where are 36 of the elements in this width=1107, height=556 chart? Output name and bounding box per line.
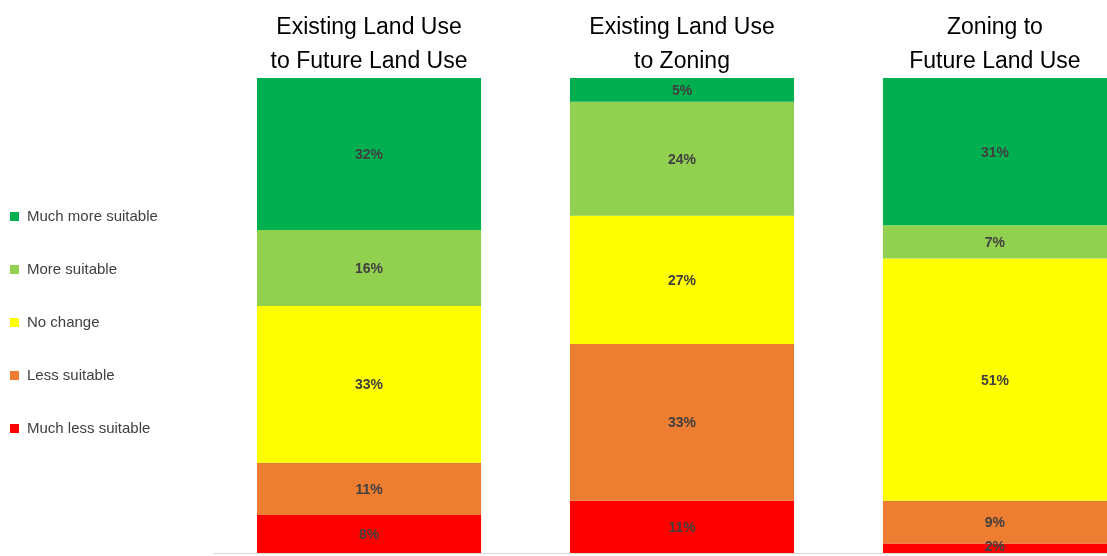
- data-label: 24%: [667, 150, 697, 167]
- bar: [882, 78, 1107, 226]
- bar: [257, 230, 482, 306]
- data-label: 33%: [355, 376, 384, 393]
- bar: [882, 225, 1107, 259]
- bar: [569, 101, 795, 216]
- legend-label: Much less suitable: [27, 419, 151, 436]
- data-label: 8%: [358, 526, 380, 542]
- data-label: 16%: [355, 260, 384, 276]
- bar: [257, 515, 482, 553]
- data-label: 11%: [355, 480, 384, 497]
- legend-label: Much more suitable: [27, 207, 158, 224]
- data-label: 9%: [984, 514, 1006, 531]
- legend-label: No change: [27, 313, 100, 330]
- bar: [569, 78, 795, 102]
- x-tick-label: Existing Land Use to Zoning: [589, 13, 775, 73]
- data-label: 11%: [668, 518, 697, 535]
- data-label: 51%: [980, 371, 1010, 388]
- x-tick-label: Zoning to Future Land Use: [909, 13, 1081, 73]
- data-label: 32%: [355, 146, 384, 162]
- bar: [569, 215, 795, 344]
- legend-label: More suitable: [27, 260, 118, 277]
- data-label: 33%: [667, 414, 697, 431]
- bar: [257, 78, 482, 230]
- data-label: 7%: [984, 233, 1006, 250]
- bar: [257, 306, 482, 463]
- x-tick-label: Existing Land Use to Future Land Use: [270, 13, 468, 73]
- data-label: 27%: [667, 271, 697, 288]
- legend-label: Less suitable: [27, 366, 115, 383]
- bar: [257, 462, 482, 515]
- bar: [569, 500, 795, 553]
- bar: [882, 543, 1107, 553]
- data-label: 5%: [671, 81, 693, 98]
- bar: [569, 344, 795, 501]
- data-label: 31%: [980, 143, 1010, 160]
- bar: [882, 258, 1107, 501]
